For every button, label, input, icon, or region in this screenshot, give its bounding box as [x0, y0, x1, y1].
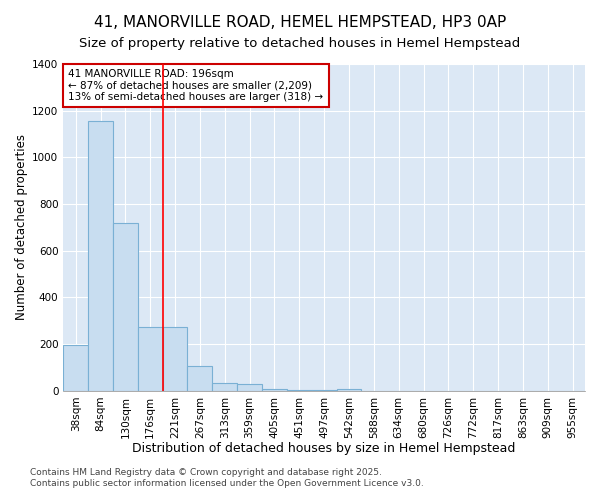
Bar — [138, 326, 163, 391]
X-axis label: Distribution of detached houses by size in Hemel Hempstead: Distribution of detached houses by size … — [133, 442, 516, 455]
Text: 41, MANORVILLE ROAD, HEMEL HEMPSTEAD, HP3 0AP: 41, MANORVILLE ROAD, HEMEL HEMPSTEAD, HP… — [94, 15, 506, 30]
Bar — [63, 346, 88, 391]
Text: 41 MANORVILLE ROAD: 196sqm
← 87% of detached houses are smaller (2,209)
13% of s: 41 MANORVILLE ROAD: 196sqm ← 87% of deta… — [68, 69, 323, 102]
Bar — [337, 388, 361, 391]
Bar — [187, 366, 212, 391]
Bar — [163, 326, 187, 391]
Text: Size of property relative to detached houses in Hemel Hempstead: Size of property relative to detached ho… — [79, 38, 521, 51]
Bar — [262, 388, 287, 391]
Bar — [212, 384, 237, 391]
Bar — [88, 121, 113, 391]
Bar — [237, 384, 262, 391]
Text: Contains HM Land Registry data © Crown copyright and database right 2025.
Contai: Contains HM Land Registry data © Crown c… — [30, 468, 424, 487]
Bar — [287, 390, 312, 391]
Bar — [113, 223, 138, 391]
Y-axis label: Number of detached properties: Number of detached properties — [15, 134, 28, 320]
Bar — [312, 390, 337, 391]
